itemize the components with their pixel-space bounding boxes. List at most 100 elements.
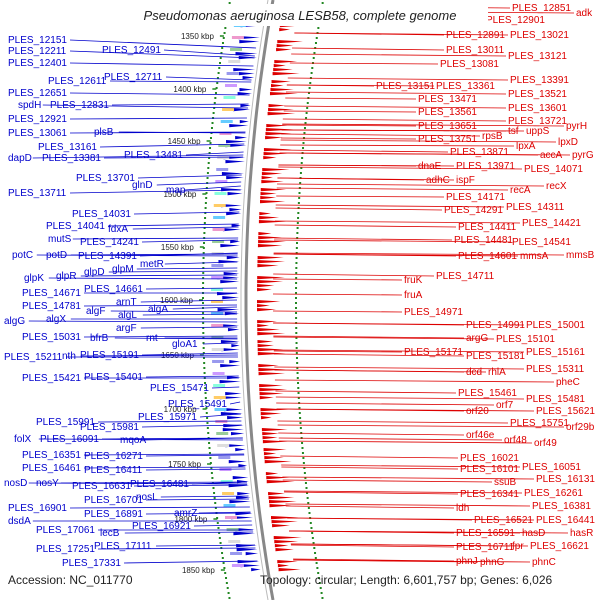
forward-gene-arrow: [217, 308, 240, 312]
scale-dot: [315, 562, 318, 564]
gene-leader-line: [282, 479, 493, 483]
reverse-gene-arrow: [273, 64, 286, 68]
scale-dot: [307, 92, 310, 94]
kbp-tick-label: 1850 kbp: [182, 566, 215, 575]
reverse-gene-arrow: [257, 324, 270, 328]
gene-label: PLES_14041: [46, 221, 105, 232]
gene-leader-line: [277, 177, 455, 181]
gene-label: recX: [546, 181, 567, 192]
gene-leader-line: [36, 254, 238, 257]
reverse-gene-arrow: [261, 176, 273, 180]
gene-leader-line: [274, 237, 453, 241]
gene-label: PLES_13651: [418, 121, 477, 132]
scale-dot: [295, 282, 298, 284]
scale-dot: [222, 562, 225, 564]
accession-text: Accession: NC_011770: [8, 573, 133, 587]
reverse-gene-arrow: [257, 308, 277, 312]
gene-label: PLES_15481: [526, 394, 585, 405]
gene-leader-line: [282, 123, 565, 127]
scale-dot: [297, 392, 300, 394]
forward-gene-arrow: [227, 328, 240, 332]
gene-leader-line: [156, 181, 242, 186]
gene-leader-line: [280, 455, 459, 459]
gene-category-bar: [228, 540, 241, 543]
gene-leader-line: [83, 453, 245, 456]
scale-dot: [209, 462, 212, 464]
reverse-gene-arrow: [259, 396, 274, 400]
gene-label: PLES_12611: [48, 76, 107, 87]
scale-dot: [308, 512, 311, 514]
reverse-gene-arrow: [257, 288, 272, 292]
gene-label: PLES_15471: [150, 383, 209, 394]
gene-leader-line: [291, 53, 507, 57]
forward-gene-arrow: [230, 432, 245, 436]
gene-leader-line: [185, 151, 244, 156]
scale-dot: [216, 517, 219, 519]
gene-label: PLES_12901: [486, 15, 545, 26]
gene-label: phnG: [480, 557, 505, 568]
forward-gene-arrow: [236, 548, 258, 552]
forward-gene-arrow: [228, 484, 250, 488]
scale-dot: [227, 592, 230, 594]
scale-dot: [202, 302, 205, 304]
forward-gene-arrow: [222, 296, 240, 300]
gene-category-bar: [211, 264, 224, 267]
gene-label: PLES_15751: [510, 418, 569, 429]
gene-label: PLES_16631: [72, 481, 131, 492]
gene-leader-line: [279, 149, 449, 153]
gene-leader-line: [69, 62, 254, 67]
gene-leader-line: [280, 144, 515, 147]
scale-dot: [217, 72, 220, 74]
scale-dot: [295, 257, 298, 259]
gene-label: orf46e: [466, 430, 495, 441]
gene-label: PLES_16441: [536, 515, 595, 526]
scale-dot: [303, 132, 306, 134]
forward-gene-arrow: [239, 88, 253, 92]
gene-label: PLES_13011: [446, 45, 505, 56]
gene-category-bar: [211, 324, 224, 327]
gene-label: potC: [12, 250, 33, 261]
gene-label: adk: [576, 8, 593, 19]
scale-dot: [213, 107, 216, 109]
scale-dot: [221, 47, 224, 49]
gene-leader-line: [282, 124, 417, 127]
kbp-tick-label: 1750 kbp: [168, 460, 201, 469]
scale-dot: [303, 472, 306, 474]
reverse-gene-arrow: [270, 84, 284, 88]
reverse-gene-arrow: [265, 128, 294, 132]
reverse-gene-arrow: [260, 408, 288, 412]
gene-label: PLES_12851: [512, 3, 571, 14]
scale-dot: [219, 542, 222, 544]
scale-dot: [305, 117, 308, 119]
scale-dot: [202, 317, 205, 319]
gene-label: PLES_16381: [532, 501, 591, 512]
reverse-gene-arrow: [257, 348, 284, 352]
reverse-gene-arrow: [275, 548, 294, 552]
gene-label: glnD: [132, 180, 153, 191]
scale-dot: [303, 467, 306, 469]
scale-dot: [217, 527, 220, 529]
gene-leader-line: [273, 293, 403, 296]
forward-gene-arrow: [224, 312, 240, 316]
gene-leader-line: [287, 77, 509, 81]
gene-label: PLES_13601: [508, 103, 567, 114]
gene-category-bar: [213, 216, 226, 219]
gene-leader-line: [160, 495, 249, 498]
gene-label: algG: [4, 316, 25, 327]
scale-dot: [206, 427, 209, 429]
gene-label: hasR: [570, 528, 593, 539]
reverse-gene-arrow: [259, 384, 283, 388]
scale-dot: [202, 347, 205, 349]
scale-dot: [225, 582, 228, 584]
gene-label: PLES_16021: [460, 453, 519, 464]
scale-dot: [296, 362, 299, 364]
gene-leader-line: [285, 503, 531, 507]
gene-label: PLES_15181: [466, 351, 525, 362]
scale-dot: [202, 322, 205, 324]
forward-gene-arrow: [222, 428, 244, 432]
gene-category-bar: [228, 60, 241, 63]
gene-label: PLES_14031: [72, 209, 131, 220]
gene-leader-line: [273, 336, 495, 340]
scale-dot: [202, 252, 205, 254]
